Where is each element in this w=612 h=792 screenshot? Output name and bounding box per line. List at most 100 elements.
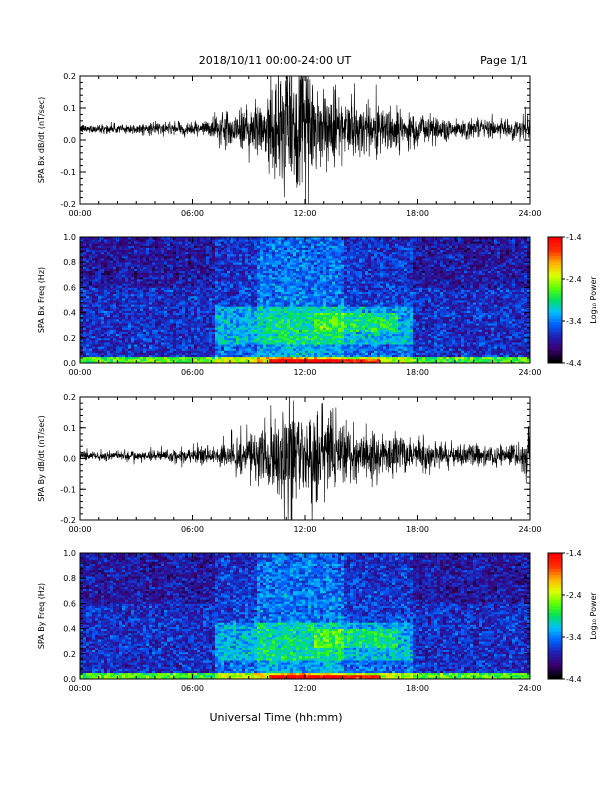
- spectrogram-cell: [191, 281, 195, 284]
- spectrogram-cell: [119, 279, 123, 282]
- spectrogram-cell: [179, 260, 183, 263]
- spectrogram-cell: [98, 327, 102, 330]
- spectrogram-cell: [176, 239, 180, 242]
- spectrogram-cell: [245, 253, 249, 257]
- spectrogram-cell: [233, 360, 237, 364]
- spectrogram-cell: [191, 243, 195, 246]
- spectrogram-cell: [128, 283, 132, 286]
- spectrogram-cell: [143, 339, 147, 343]
- spectrogram-cell: [167, 262, 171, 265]
- spectrogram-cell: [164, 268, 168, 271]
- spectrogram-cell: [218, 270, 222, 274]
- spectrogram-cell: [173, 279, 177, 282]
- spectrogram-cell: [218, 308, 222, 311]
- spectrogram-cell: [155, 306, 159, 309]
- spectrogram-cell: [173, 276, 177, 280]
- spectrogram-cell: [242, 356, 246, 360]
- spectrogram-cell: [95, 304, 99, 307]
- spectrogram-cell: [254, 276, 258, 280]
- spectrogram-cell: [197, 331, 201, 334]
- spectrogram-cell: [140, 325, 144, 328]
- spectrogram-cell: [122, 312, 126, 316]
- spectrogram-cell: [164, 329, 168, 332]
- spectrogram-cell: [236, 279, 240, 282]
- spectrogram-cell: [155, 329, 159, 332]
- spectrogram-cell: [239, 258, 243, 261]
- spectrogram-cell: [227, 354, 231, 358]
- spectrogram-cell: [248, 247, 252, 250]
- spectrogram-cell: [158, 295, 162, 299]
- spectrogram-cell: [83, 295, 87, 299]
- spectrogram-cell: [224, 318, 228, 322]
- spectrogram-cell: [260, 356, 264, 360]
- spectrogram-cell: [122, 327, 126, 330]
- spectrogram-cell: [245, 276, 249, 280]
- spectrogram-cell: [80, 335, 84, 339]
- spectrogram-cell: [230, 306, 234, 309]
- spectrogram-cell: [206, 344, 210, 347]
- spectrogram-cell: [218, 239, 222, 242]
- spectrogram-cell: [182, 295, 186, 299]
- spectrogram-cell: [134, 358, 138, 362]
- spectrogram-cell: [224, 291, 228, 295]
- spectrogram-cell: [140, 331, 144, 334]
- spectrogram-cell: [236, 272, 240, 276]
- spectrogram-cell: [251, 260, 255, 263]
- spectrogram-cell: [188, 346, 192, 349]
- spectrogram-cell: [242, 331, 246, 334]
- spectrogram-cell: [194, 331, 198, 334]
- spectrogram-cell: [209, 241, 213, 244]
- spectrogram-cell: [116, 302, 120, 305]
- spectrogram-cell: [260, 344, 264, 347]
- spectrogram-cell: [218, 323, 222, 326]
- spectrogram-cell: [227, 310, 231, 313]
- spectrogram-cell: [227, 337, 231, 341]
- spectrogram-cell: [185, 304, 189, 307]
- spectrogram-cell: [263, 247, 267, 250]
- x-tick-label: 00:00: [68, 209, 91, 218]
- spectrogram-cell: [206, 358, 210, 362]
- spectrogram-cell: [149, 272, 153, 276]
- spectrogram-cell: [173, 329, 177, 332]
- spectrogram-cell: [119, 300, 123, 303]
- spectrogram-cell: [257, 312, 261, 316]
- spectrogram-cell: [173, 274, 177, 278]
- spectrogram-cell: [170, 297, 174, 301]
- spectrogram-cell: [227, 247, 231, 250]
- spectrogram-cell: [128, 260, 132, 263]
- spectrogram-cell: [104, 306, 108, 309]
- spectrogram-cell: [92, 352, 96, 355]
- spectrogram-cell: [251, 295, 255, 299]
- spectrogram-cell: [146, 264, 150, 267]
- spectrogram-cell: [158, 312, 162, 316]
- spectrogram-cell: [140, 321, 144, 324]
- spectrogram-cell: [254, 247, 258, 250]
- spectrogram-cell: [233, 337, 237, 341]
- spectrogram-cell: [164, 266, 168, 269]
- spectrogram-cell: [206, 339, 210, 343]
- spectrogram-cell: [140, 243, 144, 246]
- spectrogram-cell: [266, 295, 270, 299]
- spectrogram-cell: [92, 339, 96, 343]
- spectrogram-cell: [143, 358, 147, 362]
- spectrogram-cell: [167, 241, 171, 244]
- spectrogram-cell: [215, 297, 219, 301]
- spectrogram-cell: [248, 255, 252, 259]
- spectrogram-cell: [95, 314, 99, 318]
- spectrogram-cell: [233, 318, 237, 322]
- spectrogram-cell: [254, 270, 258, 274]
- spectrogram-cell: [185, 346, 189, 349]
- spectrogram-cell: [80, 289, 84, 292]
- spectrogram-cell: [185, 295, 189, 299]
- spectrogram-cell: [236, 285, 240, 288]
- spectrogram-cell: [236, 266, 240, 269]
- spectrogram-cell: [248, 253, 252, 257]
- spectrogram-cell: [161, 306, 165, 309]
- spectrogram-cell: [104, 356, 108, 360]
- spectrogram-cell: [266, 291, 270, 295]
- spectrogram-cell: [104, 249, 108, 253]
- spectrogram-cell: [101, 314, 105, 318]
- spectrogram-cell: [95, 318, 99, 322]
- spectrogram-cell: [185, 344, 189, 347]
- spectrogram-cell: [194, 251, 198, 255]
